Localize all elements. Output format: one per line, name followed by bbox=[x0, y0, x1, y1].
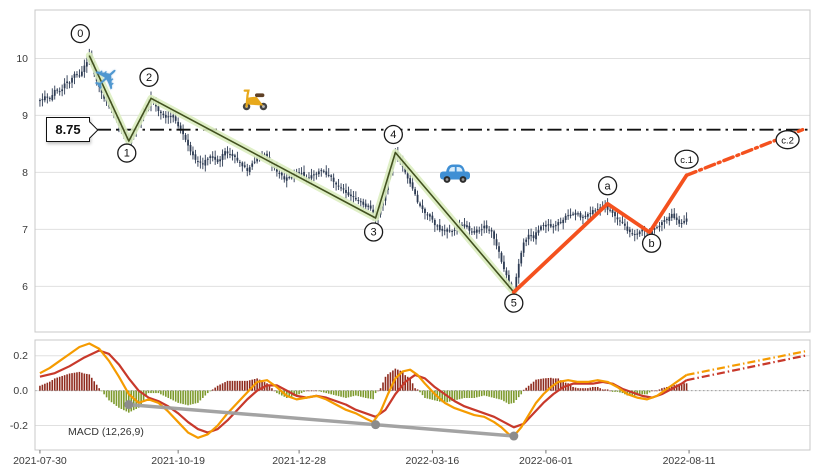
wave-marker-c.1: c.1 bbox=[674, 149, 699, 169]
svg-text:0.0: 0.0 bbox=[13, 385, 28, 397]
price-target-value: 8.75 bbox=[55, 122, 81, 138]
candlestick-series bbox=[39, 48, 688, 298]
svg-text:9: 9 bbox=[22, 110, 28, 122]
airplane-icon: ✈ bbox=[83, 55, 130, 102]
wave-marker-4: 4 bbox=[383, 124, 404, 145]
macd-settings-label: MACD (12,26,9) bbox=[68, 426, 144, 438]
svg-text:8: 8 bbox=[22, 167, 28, 179]
trendline-dot bbox=[124, 400, 134, 410]
trendline-dot bbox=[371, 420, 381, 430]
signal-projection bbox=[686, 354, 806, 382]
svg-text:0: 0 bbox=[77, 28, 83, 40]
svg-text:a: a bbox=[605, 180, 612, 192]
price-target-callout: 8.75 bbox=[46, 117, 90, 143]
svg-text:2: 2 bbox=[146, 72, 152, 84]
wave-marker-0: 0 bbox=[70, 23, 90, 44]
svg-text:2022-06-01: 2022-06-01 bbox=[519, 455, 573, 467]
svg-text:7: 7 bbox=[22, 224, 28, 236]
trendline-dot bbox=[509, 431, 519, 441]
wave-marker-5: 5 bbox=[504, 293, 524, 313]
svg-text:10: 10 bbox=[16, 53, 28, 65]
svg-text:c.1: c.1 bbox=[680, 155, 693, 166]
wave-marker-2: 2 bbox=[139, 67, 159, 87]
svg-text:2021-10-19: 2021-10-19 bbox=[151, 455, 205, 467]
gridlines bbox=[35, 57, 810, 427]
svg-text:3: 3 bbox=[371, 227, 377, 239]
svg-text:-0.2: -0.2 bbox=[10, 420, 28, 432]
axis-labels: 10 9 8 7 6 0.2 0.0 -0.2 2021-07-30 2021-10-19 2021… bbox=[10, 53, 716, 467]
impulse-wave-line bbox=[88, 55, 515, 293]
wave-marker-b: b bbox=[641, 233, 662, 253]
svg-text:0.2: 0.2 bbox=[13, 350, 28, 362]
car-icon bbox=[439, 164, 470, 184]
macd-line bbox=[39, 342, 688, 439]
wave-marker-a: a bbox=[597, 176, 618, 196]
wave-marker-3: 3 bbox=[363, 222, 384, 242]
macd-projection bbox=[686, 350, 806, 376]
svg-text:4: 4 bbox=[390, 129, 396, 141]
macd-panel-border bbox=[34, 339, 811, 451]
wave-marker-c.2: c.2 bbox=[775, 130, 800, 150]
svg-text:2022-03-16: 2022-03-16 bbox=[406, 455, 460, 467]
svg-text:2021-12-28: 2021-12-28 bbox=[272, 455, 326, 467]
svg-text:1: 1 bbox=[124, 148, 130, 160]
svg-text:2022-08-11: 2022-08-11 bbox=[663, 455, 716, 467]
price-panel-border bbox=[34, 9, 811, 333]
scooter-icon bbox=[242, 89, 268, 111]
svg-text:2021-07-30: 2021-07-30 bbox=[13, 455, 67, 467]
wave-marker-1: 1 bbox=[117, 143, 137, 163]
airplane-glyph: ✈ bbox=[83, 55, 130, 102]
svg-text:5: 5 bbox=[511, 298, 517, 310]
svg-text:c.2: c.2 bbox=[781, 135, 794, 146]
projection-wave-solid bbox=[511, 173, 689, 295]
svg-text:6: 6 bbox=[22, 281, 28, 293]
svg-text:b: b bbox=[649, 238, 655, 250]
